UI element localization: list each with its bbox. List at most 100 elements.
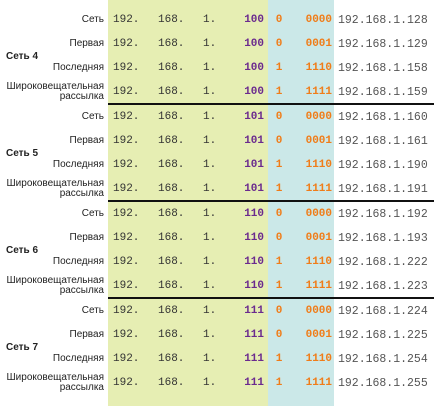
address-part: 168. (158, 305, 185, 317)
group-label: Сеть 6 (6, 244, 39, 256)
address-part: 1110 (305, 256, 332, 268)
address-part: 111 (244, 305, 264, 317)
row-label: Последняя (52, 353, 104, 364)
address-part: 1. (203, 183, 217, 195)
address-part: 168. (158, 256, 185, 268)
address-part: 192. (113, 38, 140, 50)
address-part: 168. (158, 208, 185, 220)
ip-address: 192.168.1.161 (338, 134, 428, 148)
address-part: 192. (113, 159, 140, 171)
ip-address: 192.168.1.159 (338, 85, 428, 99)
group-separator (108, 103, 434, 105)
address-part: 192. (113, 329, 140, 341)
address-part: 110 (244, 208, 264, 220)
address-part: 0001 (305, 38, 332, 50)
address-part: 101 (244, 183, 264, 195)
address-part: 192. (113, 62, 140, 74)
group-label: Сеть 4 (6, 50, 39, 62)
address-part: 101 (244, 135, 264, 147)
address-part: 168. (158, 280, 185, 292)
address-part: 168. (158, 329, 185, 341)
address-part: 0 (275, 329, 283, 341)
address-part: 1110 (305, 159, 332, 171)
group-separator (108, 297, 434, 299)
address-part: 1110 (305, 62, 332, 74)
ip-address: 192.168.1.158 (338, 61, 428, 75)
address-part: 1. (203, 305, 217, 317)
ip-address: 192.168.1.254 (338, 352, 428, 366)
row-label: Первая (69, 38, 105, 49)
row-label: Последняя (52, 159, 104, 170)
address-part: 1. (203, 14, 217, 26)
address-part: 168. (158, 38, 185, 50)
address-part: 1. (203, 111, 217, 123)
row-label: Сеть (81, 305, 104, 316)
ip-address: 192.168.1.255 (338, 376, 428, 390)
address-part: 0000 (305, 14, 332, 26)
address-part: 192. (113, 111, 140, 123)
address-part: 110 (244, 256, 264, 268)
address-part: 0 (275, 111, 283, 123)
address-part: 168. (158, 183, 185, 195)
row-label: Сеть (81, 14, 104, 25)
ip-address: 192.168.1.224 (338, 304, 428, 318)
address-part: 110 (244, 232, 264, 244)
address-part: 168. (158, 353, 185, 365)
address-part: 1 (275, 86, 283, 98)
address-part: 1 (275, 377, 283, 389)
row-label: Широковещательная рассылка (6, 275, 105, 296)
address-part: 168. (158, 135, 185, 147)
ip-address: 192.168.1.191 (338, 182, 428, 196)
row-label: Широковещательная рассылка (6, 81, 105, 102)
group-label: Сеть 7 (6, 341, 39, 353)
row-label: Первая (69, 329, 105, 340)
ip-address: 192.168.1.160 (338, 110, 428, 124)
address-part: 1111 (305, 183, 332, 195)
address-part: 168. (158, 232, 185, 244)
address-part: 101 (244, 159, 264, 171)
address-part: 0 (275, 305, 283, 317)
address-part: 168. (158, 14, 185, 26)
address-part: 1 (275, 159, 283, 171)
row-label: Широковещательная рассылка (6, 372, 105, 393)
octet-background (108, 0, 268, 406)
address-part: 0001 (305, 329, 332, 341)
address-part: 100 (244, 38, 264, 50)
address-part: 1. (203, 280, 217, 292)
address-part: 1. (203, 329, 217, 341)
address-part: 1111 (305, 86, 332, 98)
address-part: 192. (113, 377, 140, 389)
address-part: 0000 (305, 111, 332, 123)
address-part: 168. (158, 159, 185, 171)
address-part: 1 (275, 280, 283, 292)
address-part: 1. (203, 38, 217, 50)
address-part: 1. (203, 377, 217, 389)
address-part: 1 (275, 353, 283, 365)
address-part: 0001 (305, 135, 332, 147)
address-part: 1. (203, 232, 217, 244)
address-part: 168. (158, 377, 185, 389)
address-part: 192. (113, 256, 140, 268)
address-part: 1 (275, 62, 283, 74)
address-part: 168. (158, 86, 185, 98)
ip-address: 192.168.1.129 (338, 37, 428, 51)
address-part: 1 (275, 256, 283, 268)
address-part: 101 (244, 111, 264, 123)
ip-address: 192.168.1.222 (338, 255, 428, 269)
ip-address: 192.168.1.193 (338, 231, 428, 245)
address-part: 1 (275, 183, 283, 195)
address-part: 111 (244, 353, 264, 365)
address-part: 1. (203, 159, 217, 171)
address-part: 1. (203, 353, 217, 365)
ip-address: 192.168.1.223 (338, 279, 428, 293)
address-part: 110 (244, 280, 264, 292)
row-label: Последняя (52, 62, 104, 73)
ip-address: 192.168.1.192 (338, 207, 428, 221)
address-part: 1111 (305, 377, 332, 389)
row-label: Последняя (52, 256, 104, 267)
address-part: 192. (113, 208, 140, 220)
address-part: 168. (158, 62, 185, 74)
address-part: 0001 (305, 232, 332, 244)
address-part: 192. (113, 14, 140, 26)
